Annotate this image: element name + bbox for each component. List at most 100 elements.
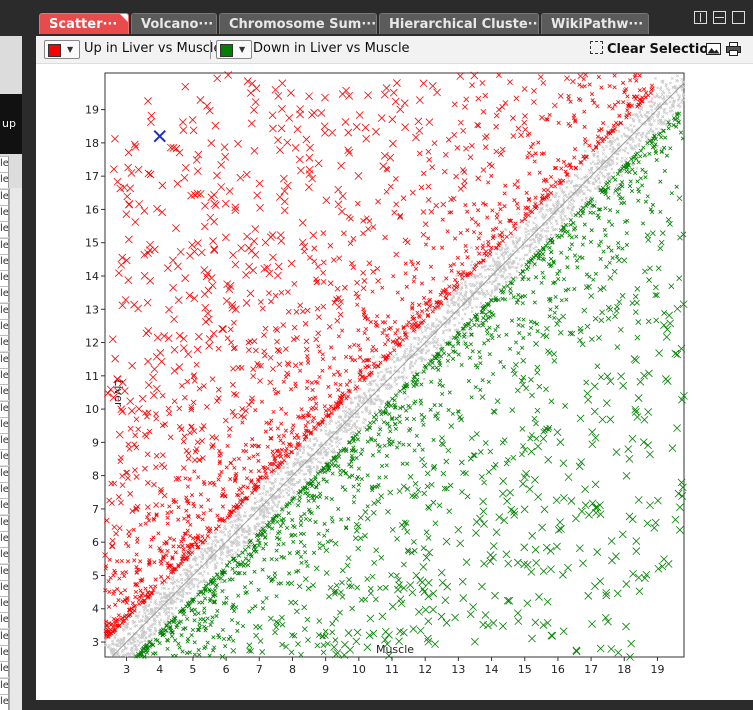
tab-wikipathways[interactable]: WikiPathw···: [541, 13, 649, 34]
up-point: [129, 508, 136, 514]
list-item[interactable]: le: [0, 693, 9, 710]
neutral-point: [243, 535, 247, 539]
list-item[interactable]: le: [0, 547, 9, 564]
up-point: [208, 508, 213, 513]
split-view-icon[interactable]: [713, 11, 726, 24]
up-point: [478, 231, 483, 236]
image-export-icon[interactable]: [706, 42, 721, 56]
down-color-dropdown[interactable]: ▼: [216, 40, 252, 59]
up-point: [336, 304, 342, 310]
up-point: [144, 479, 151, 486]
list-item[interactable]: le: [0, 645, 9, 661]
list-item[interactable]: le: [0, 628, 9, 645]
neutral-point: [655, 113, 659, 117]
neutral-point: [373, 392, 377, 396]
list-item[interactable]: le: [0, 156, 9, 172]
list-item[interactable]: le: [0, 514, 9, 531]
list-item[interactable]: le: [0, 367, 9, 384]
neutral-point: [560, 205, 563, 209]
neutral-point: [409, 343, 413, 346]
up-point: [372, 365, 377, 370]
neutral-point: [141, 615, 145, 619]
list-item[interactable]: le: [0, 677, 9, 694]
left-panel-scrollbar[interactable]: [9, 188, 22, 710]
up-color-dropdown[interactable]: ▼: [44, 40, 80, 59]
neutral-point: [208, 547, 212, 551]
neutral-point: [319, 441, 323, 445]
list-item[interactable]: le: [0, 384, 9, 401]
neutral-point: [623, 149, 627, 153]
print-icon[interactable]: [726, 42, 741, 56]
up-point: [258, 362, 264, 369]
neutral-point: [584, 197, 588, 201]
list-item[interactable]: le: [0, 433, 9, 450]
neutral-point: [659, 127, 663, 131]
neutral-point: [549, 207, 553, 211]
list-item[interactable]: le: [0, 596, 9, 613]
list-item[interactable]: le: [0, 319, 9, 335]
up-point: [378, 360, 383, 365]
up-point: [123, 541, 129, 546]
scatter-chart[interactable]: 3 4 5 6 7 8 9 10 11 12 13 14 15 16 17 18 19 345678910111…: [36, 63, 753, 700]
list-item[interactable]: le: [0, 579, 9, 596]
list-item[interactable]: le: [0, 416, 9, 433]
tab-chromosome-summary[interactable]: Chromosome Sum···: [219, 13, 377, 34]
neutral-point: [163, 591, 167, 595]
list-item[interactable]: le: [0, 400, 9, 417]
list-item[interactable]: le: [0, 465, 9, 482]
list-item[interactable]: le: [0, 661, 9, 678]
list-item[interactable]: le: [0, 237, 9, 254]
up-point: [244, 496, 249, 501]
up-point: [170, 315, 178, 324]
list-item[interactable]: le: [0, 351, 9, 368]
list-item[interactable]: le: [0, 482, 9, 498]
up-point: [596, 74, 601, 80]
up-point: [499, 146, 506, 153]
list-item[interactable]: le: [0, 530, 9, 547]
up-point: [240, 497, 245, 502]
list-item[interactable]: le: [0, 253, 9, 270]
neutral-point: [393, 365, 397, 369]
list-item[interactable]: le: [0, 270, 9, 287]
up-point: [169, 256, 177, 265]
neutral-point: [545, 237, 549, 241]
neutral-point: [424, 328, 428, 332]
up-point: [216, 477, 221, 482]
list-item[interactable]: le: [0, 563, 9, 580]
list-item[interactable]: le: [0, 498, 9, 515]
list-item[interactable]: le: [0, 221, 9, 238]
neutral-point: [349, 400, 353, 404]
list-item[interactable]: le: [0, 172, 9, 189]
tab-hierarchical-clustering[interactable]: Hierarchical Cluste···: [379, 13, 539, 34]
up-point: [203, 101, 211, 110]
tile-view-icon[interactable]: [694, 11, 707, 24]
up-point: [117, 260, 126, 269]
up-point: [298, 238, 307, 247]
neutral-point: [379, 402, 383, 406]
group-button[interactable]: up: [0, 94, 22, 154]
list-item[interactable]: le: [0, 449, 9, 466]
tab-volcano[interactable]: Volcano···: [131, 13, 217, 34]
list-item[interactable]: le: [0, 188, 9, 205]
list-item[interactable]: le: [0, 335, 9, 352]
neutral-point: [154, 628, 158, 632]
tab-scatter[interactable]: Scatter···: [39, 13, 129, 34]
scatter-plot-panel: ▼ Up in Liver vs Muscle ▼ Down in Liver …: [36, 36, 753, 700]
list-item[interactable]: le: [0, 302, 9, 319]
up-point: [282, 346, 289, 352]
neutral-point: [645, 132, 649, 136]
clear-selection-button[interactable]: Clear Selection: [590, 41, 718, 57]
list-item[interactable]: le: [0, 204, 9, 221]
neutral-point: [608, 136, 611, 140]
neutral-point: [601, 145, 605, 149]
up-point: [283, 428, 288, 433]
up-point: [176, 405, 183, 412]
neutral-point: [393, 369, 397, 373]
neutral-point: [201, 553, 205, 557]
list-item[interactable]: le: [0, 286, 9, 303]
up-point: [375, 278, 382, 284]
list-item[interactable]: le: [0, 612, 9, 629]
single-view-icon[interactable]: [732, 11, 745, 24]
up-point: [181, 82, 190, 91]
neutral-point: [665, 102, 669, 106]
